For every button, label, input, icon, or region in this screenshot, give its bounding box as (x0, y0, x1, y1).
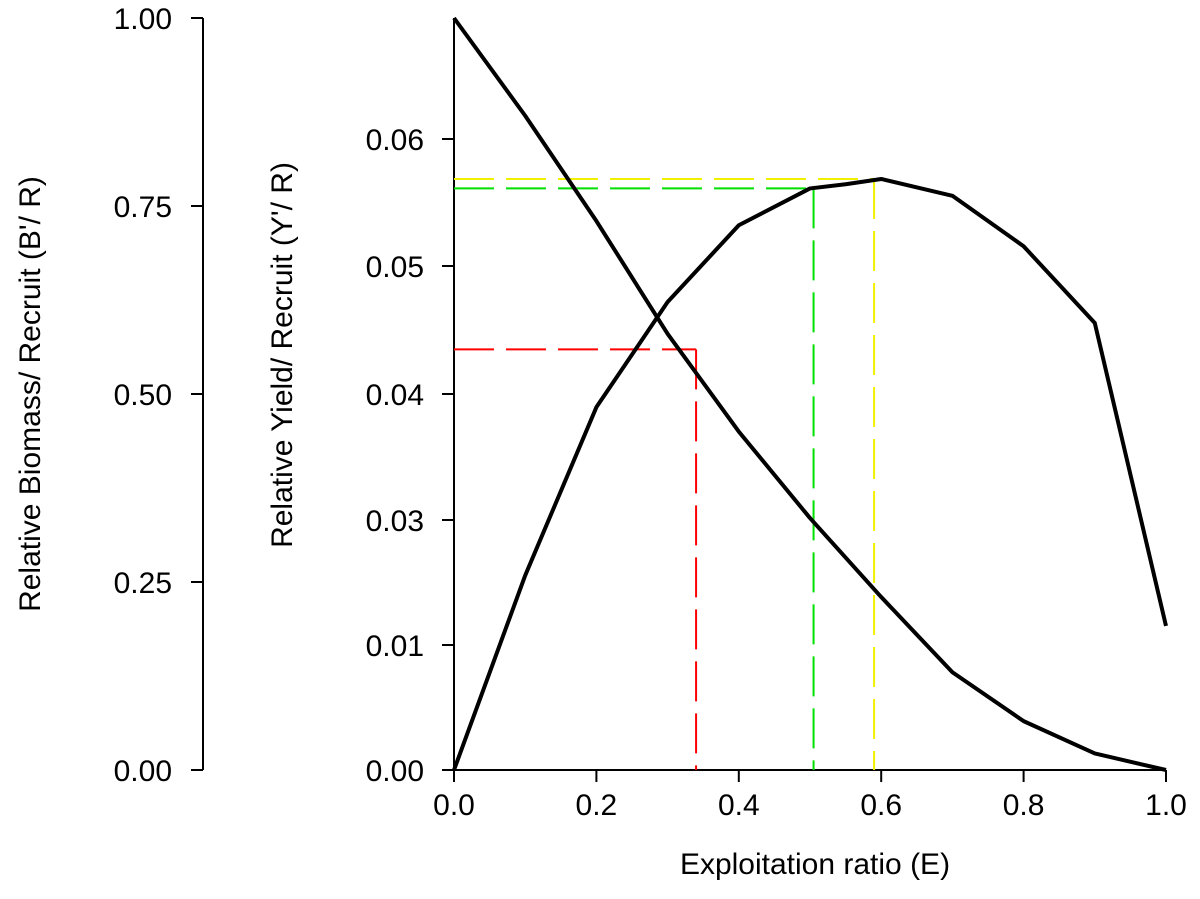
x-tick-label: 0.0 (433, 789, 475, 822)
inner-y-tick-label: 0.00 (366, 755, 424, 788)
series-layer (452, 16, 1168, 772)
outer-y-tick-label: 0.00 (114, 755, 172, 788)
x-tick-label: 1.0 (1145, 789, 1187, 822)
inner-y-tick-label: 0.03 (366, 505, 424, 538)
biomass-per-recruit-line (452, 16, 1167, 772)
x-tick-label: 0.6 (860, 789, 902, 822)
outer-y-axis-title: Relative Biomass/ Recruit (B'/ R) (14, 176, 47, 612)
inner-y-axis-title: Relative Yield/ Recruit (Y'/ R) (266, 162, 299, 548)
x-axis-title: Exploitation ratio (E) (680, 848, 950, 881)
x-axis: 0.0 0.2 0.4 0.6 0.8 1.0 (433, 769, 1187, 822)
x-tick-label: 0.2 (576, 789, 618, 822)
reference-lines (454, 177, 876, 770)
outer-y-tick-label: 0.75 (114, 191, 172, 224)
outer-y-tick-label: 0.25 (114, 567, 172, 600)
x-tick-label: 0.4 (718, 789, 760, 822)
x-tick-label: 0.8 (1003, 789, 1045, 822)
outer-y-tick-label: 0.50 (114, 379, 172, 412)
inner-y-tick-label: 0.05 (366, 251, 424, 284)
inner-y-axis: 0.00 0.01 0.03 0.04 0.05 0.06 (366, 18, 455, 788)
inner-y-tick-label: 0.06 (366, 124, 424, 157)
inner-y-tick-label: 0.01 (366, 630, 424, 663)
inner-y-tick-label: 0.04 (366, 379, 424, 412)
outer-y-axis: 0.00 0.25 0.50 0.75 1.00 (114, 3, 204, 788)
yield-per-recruit-line (452, 176, 1168, 771)
outer-y-tick-label: 1.00 (114, 3, 172, 36)
